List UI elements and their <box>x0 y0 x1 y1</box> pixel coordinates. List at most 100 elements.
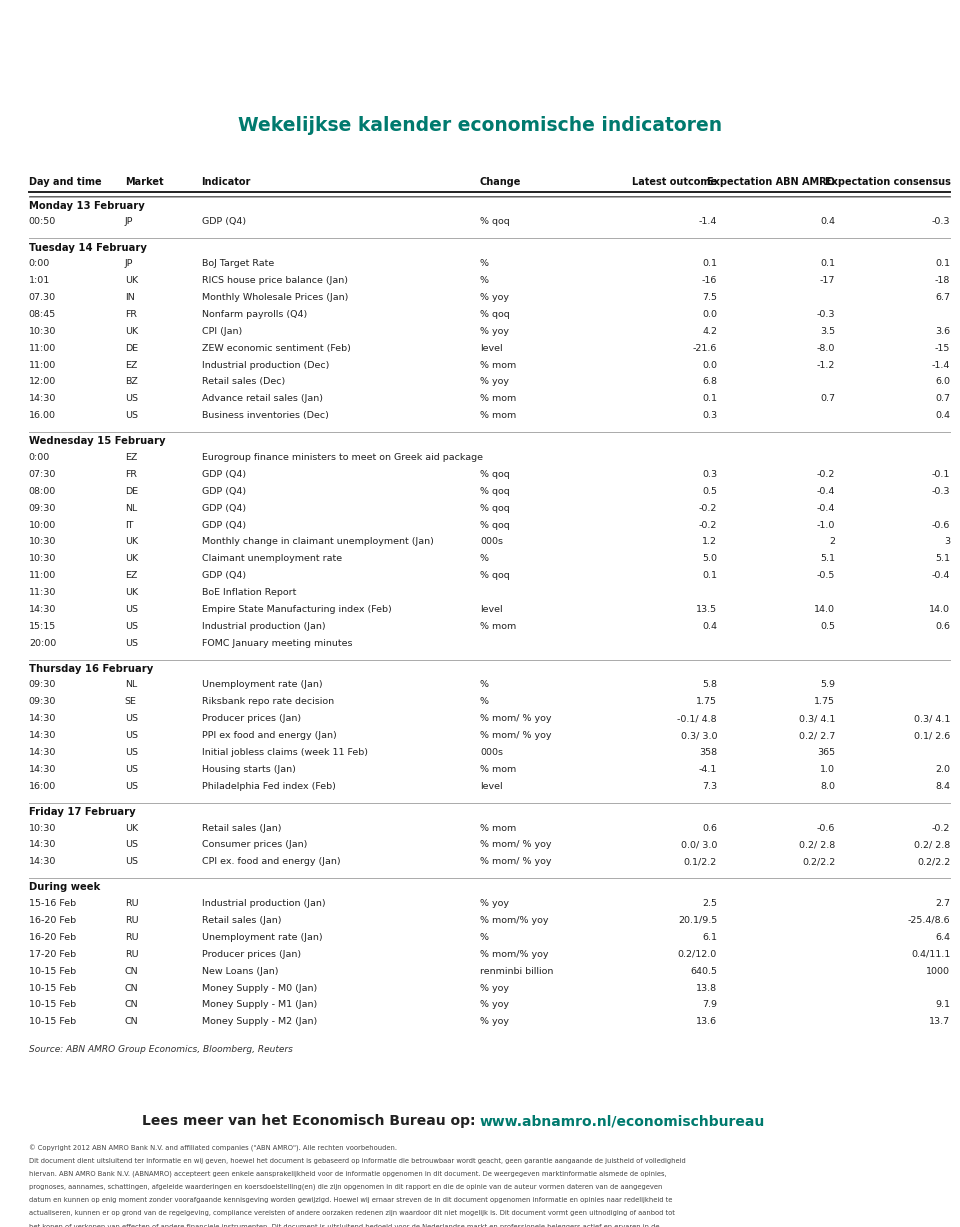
Text: 0.3: 0.3 <box>702 470 717 479</box>
Text: 1.75: 1.75 <box>814 697 835 707</box>
Text: -0.4: -0.4 <box>932 572 950 580</box>
Text: % yoy: % yoy <box>480 984 509 993</box>
Text: 0.1/ 2.6: 0.1/ 2.6 <box>914 731 950 740</box>
Text: US: US <box>125 394 138 404</box>
Text: NL: NL <box>125 503 137 513</box>
Text: RU: RU <box>125 915 138 925</box>
Text: 13.6: 13.6 <box>696 1017 717 1027</box>
Text: % qoq: % qoq <box>480 520 510 530</box>
Text: 10:30: 10:30 <box>29 326 57 335</box>
Text: Retail sales (Jan): Retail sales (Jan) <box>202 915 281 925</box>
Text: US: US <box>125 766 138 774</box>
Text: 10-15 Feb: 10-15 Feb <box>29 1017 76 1027</box>
Text: 7.3: 7.3 <box>702 783 717 791</box>
Text: US: US <box>125 622 138 632</box>
Text: Money Supply - M1 (Jan): Money Supply - M1 (Jan) <box>202 1000 317 1010</box>
Text: 0.2/12.0: 0.2/12.0 <box>678 950 717 958</box>
Text: 13.7: 13.7 <box>929 1017 950 1027</box>
Text: hiervan. ABN AMRO Bank N.V. (ABNAMRO) accepteert geen enkele aansprakelijkheid v: hiervan. ABN AMRO Bank N.V. (ABNAMRO) ac… <box>29 1171 666 1177</box>
Text: % yoy: % yoy <box>480 326 509 335</box>
Text: 10:30: 10:30 <box>29 823 57 832</box>
Text: GDP (Q4): GDP (Q4) <box>202 520 246 530</box>
Text: Money Supply - M2 (Jan): Money Supply - M2 (Jan) <box>202 1017 317 1027</box>
Text: 08:00: 08:00 <box>29 487 56 496</box>
Text: Thursday 16 February: Thursday 16 February <box>29 664 153 675</box>
Text: -0.2: -0.2 <box>699 503 717 513</box>
Text: 07:30: 07:30 <box>29 470 57 479</box>
Text: 14:30: 14:30 <box>29 840 57 849</box>
Text: 0.1: 0.1 <box>702 259 717 267</box>
Text: % mom/% yoy: % mom/% yoy <box>480 915 548 925</box>
Text: -1.2: -1.2 <box>817 361 835 369</box>
Text: 2.5: 2.5 <box>702 898 717 908</box>
Text: 10: 10 <box>17 37 36 50</box>
Text: 358: 358 <box>699 748 717 757</box>
Text: 0.3: 0.3 <box>702 411 717 421</box>
Text: Friday 17 February: Friday 17 February <box>29 807 135 817</box>
Text: 9.1: 9.1 <box>935 1000 950 1010</box>
Text: 0.4/11.1: 0.4/11.1 <box>911 950 950 958</box>
Text: Initial jobless claims (week 11 Feb): Initial jobless claims (week 11 Feb) <box>202 748 368 757</box>
Text: 14:30: 14:30 <box>29 748 57 757</box>
Text: 16:00: 16:00 <box>29 783 56 791</box>
Text: 3.6: 3.6 <box>935 326 950 335</box>
Text: Lees meer van het Economisch Bureau op:: Lees meer van het Economisch Bureau op: <box>142 1114 480 1129</box>
Text: 6.4: 6.4 <box>935 933 950 941</box>
Text: Retail sales (Jan): Retail sales (Jan) <box>202 823 281 832</box>
Text: Industrial production (Dec): Industrial production (Dec) <box>202 361 329 369</box>
Text: 0.6: 0.6 <box>702 823 717 832</box>
Text: 20:00: 20:00 <box>29 639 56 648</box>
Text: 16-20 Feb: 16-20 Feb <box>29 933 76 941</box>
Text: -1.0: -1.0 <box>817 520 835 530</box>
Text: % qoq: % qoq <box>480 470 510 479</box>
Text: 0.4: 0.4 <box>935 411 950 421</box>
Text: Nonfarm payrolls (Q4): Nonfarm payrolls (Q4) <box>202 309 307 319</box>
Text: 15-16 Feb: 15-16 Feb <box>29 898 76 908</box>
Text: RICS house price balance (Jan): RICS house price balance (Jan) <box>202 276 348 285</box>
Text: 1:01: 1:01 <box>29 276 50 285</box>
Text: Producer prices (Jan): Producer prices (Jan) <box>202 714 300 724</box>
Text: Advance retail sales (Jan): Advance retail sales (Jan) <box>202 394 323 404</box>
Text: Riksbank repo rate decision: Riksbank repo rate decision <box>202 697 334 707</box>
Text: 0.1: 0.1 <box>702 572 717 580</box>
Text: Market: Market <box>125 177 163 188</box>
Text: 12:00: 12:00 <box>29 378 56 387</box>
Text: Day and time: Day and time <box>29 177 102 188</box>
Text: % yoy: % yoy <box>480 292 509 302</box>
Text: 00:50: 00:50 <box>29 217 56 227</box>
Text: Expectation consensus: Expectation consensus <box>825 177 950 188</box>
Text: %: % <box>480 933 489 941</box>
Text: 0.4: 0.4 <box>702 622 717 632</box>
Text: level: level <box>480 783 503 791</box>
Text: 1.2: 1.2 <box>702 537 717 546</box>
Text: % qoq: % qoq <box>480 217 510 227</box>
Text: 0.7: 0.7 <box>820 394 835 404</box>
Text: UK: UK <box>125 326 138 335</box>
Text: %: % <box>480 697 489 707</box>
Text: 14:30: 14:30 <box>29 394 57 404</box>
Text: Consumer prices (Jan): Consumer prices (Jan) <box>202 840 307 849</box>
Text: Industrial production (Jan): Industrial production (Jan) <box>202 622 325 632</box>
Text: level: level <box>480 344 503 352</box>
Text: 17-20 Feb: 17-20 Feb <box>29 950 76 958</box>
Text: 0.1: 0.1 <box>820 259 835 267</box>
Text: US: US <box>125 639 138 648</box>
Text: -0.4: -0.4 <box>817 503 835 513</box>
Text: % mom/ % yoy: % mom/ % yoy <box>480 714 551 724</box>
Text: Unemployment rate (Jan): Unemployment rate (Jan) <box>202 933 323 941</box>
Text: 14.0: 14.0 <box>814 605 835 615</box>
Text: 0.3/ 3.0: 0.3/ 3.0 <box>681 731 717 740</box>
Text: 2: 2 <box>829 537 835 546</box>
Text: 11:00: 11:00 <box>29 572 56 580</box>
Text: 7.9: 7.9 <box>702 1000 717 1010</box>
Text: % yoy: % yoy <box>480 1000 509 1010</box>
Text: 3: 3 <box>945 537 950 546</box>
Text: 11:30: 11:30 <box>29 589 57 598</box>
Text: -1.4: -1.4 <box>699 217 717 227</box>
Text: 6.0: 6.0 <box>935 378 950 387</box>
Text: 09:30: 09:30 <box>29 503 57 513</box>
Text: % mom/% yoy: % mom/% yoy <box>480 950 548 958</box>
Text: %: % <box>480 276 489 285</box>
Text: EZ: EZ <box>125 572 137 580</box>
Text: GDP (Q4): GDP (Q4) <box>202 217 246 227</box>
